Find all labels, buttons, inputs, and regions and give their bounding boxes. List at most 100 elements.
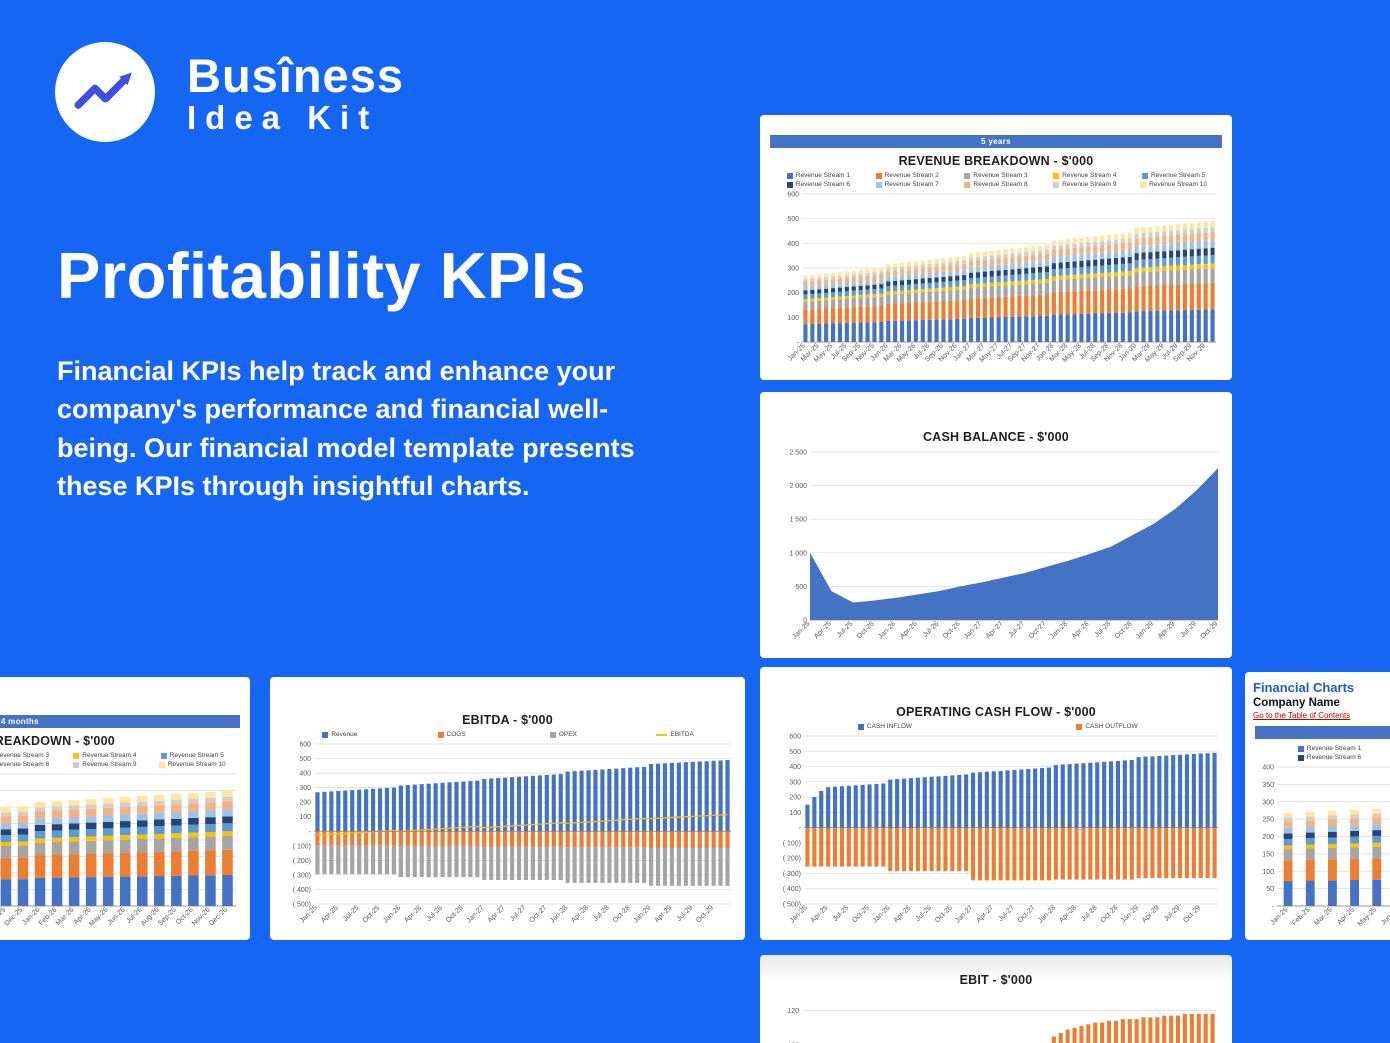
legend-square-marker [875,172,882,179]
legend-item: Revenue Stream 8 [952,180,1041,189]
svg-text:Apr-25: Apr-25 [810,904,830,924]
svg-text:400: 400 [789,764,801,771]
svg-text:Dec-25: Dec-25 [3,906,24,927]
legend-square-marker [1053,172,1060,179]
legend-item: EBITDA [619,730,731,739]
legend-item: Revenue Stream 3 [952,171,1041,180]
svg-text:Oct-29: Oct-29 [1200,620,1220,640]
svg-text:May-26: May-26 [88,906,110,928]
legend-square-marker [1140,181,1147,188]
legend-square-marker [786,181,793,188]
side-panel-revenue-chart: 400 350 300 250 200 150 100 50- Jan-25 Feb-25 Mar-… [1251,763,1390,936]
chart-legend: CASH INFLOW CASH OUTFLOW [774,722,1218,731]
svg-text:Oct-28: Oct-28 [1100,904,1120,924]
svg-text:Jan-29: Jan-29 [1135,620,1155,640]
svg-text:Apr-26: Apr-26 [893,904,913,924]
svg-text:Apr-28: Apr-28 [570,904,590,924]
svg-text:( 100): ( 100) [783,840,801,847]
svg-text:Jan-26: Jan-26 [872,904,892,924]
svg-text:Oct-28: Oct-28 [612,904,632,924]
legend-square-marker [322,731,329,738]
legend-item: CASH OUTFLOW [996,722,1218,731]
chart-title: EBIT - $'000 [959,973,1033,987]
svg-text:-: - [799,825,802,832]
svg-text:Mar-25: Mar-25 [1313,906,1334,927]
svg-text:Jan-27: Jan-27 [963,620,983,640]
svg-text:-: - [1272,904,1275,911]
svg-text:Jul-28: Jul-28 [1094,620,1113,639]
svg-text:Feb-25: Feb-25 [1291,906,1312,927]
svg-text:Oct-26: Oct-26 [934,904,954,924]
svg-text:Jul-29: Jul-29 [1163,904,1182,923]
svg-text:150: 150 [1262,851,1274,858]
legend-square-marker [1297,754,1304,761]
svg-text:-: - [797,340,800,347]
svg-text:Apr-27: Apr-27 [487,904,507,924]
cash-balance-chart: 2 500 2 000 1 500 1 000 500 0 Jan-25 Apr-25 Jul-… [766,446,1226,654]
svg-text:( 500): ( 500) [293,902,311,909]
svg-text:Apr-29: Apr-29 [654,904,674,924]
legend-item: Revenue Stream 1 [774,171,863,180]
table-of-contents-link[interactable]: Go to the Table of Contents [1253,711,1351,720]
svg-text:Apr-27: Apr-27 [985,620,1005,640]
legend-square-marker [875,181,882,188]
svg-text:Apr-28: Apr-28 [1058,904,1078,924]
svg-text:500: 500 [787,216,799,223]
svg-text:2 500: 2 500 [789,450,807,457]
svg-text:( 200): ( 200) [293,858,311,865]
brand-name: Busîness [187,49,404,102]
svg-text:Oct-25: Oct-25 [851,904,871,924]
svg-text:Oct-29: Oct-29 [1182,904,1202,924]
legend-square-marker [73,752,80,759]
operating-cash-flow-chart: 600 500 400 300 200 100 - ( 100) ( 200) ( 300) ( 4… [766,732,1226,936]
svg-text:2 000: 2 000 [789,483,807,490]
svg-text:Jul-27: Jul-27 [997,904,1016,923]
brand-logo [55,42,155,142]
legend-square-marker [964,181,971,188]
svg-text:Jan-26: Jan-26 [382,904,402,924]
svg-text:Jan-28: Jan-28 [1037,904,1057,924]
legend-square-marker [549,731,556,738]
svg-text:( 500): ( 500) [783,902,801,909]
chart-title: REVENUE BREAKDOWN - $'000 [0,734,115,748]
legend-item: Revenue Stream 1 [1259,744,1390,753]
revenue-breakdown-5y-chart: 600 500 400 300 200 100- Jan-25 Mar-25 May-25 Jul… [766,190,1226,376]
sheet-header-bar [1255,726,1390,739]
svg-text:Jul-29: Jul-29 [1180,620,1199,639]
svg-text:Jul-28: Jul-28 [1080,904,1099,923]
svg-text:600: 600 [787,192,799,199]
svg-text:Jan-29: Jan-29 [1120,904,1140,924]
svg-text:Oct-27: Oct-27 [528,904,548,924]
legend-item: Revenue Stream 4 [1040,171,1129,180]
svg-text:Jul-26: Jul-26 [915,904,934,923]
legend-square-marker [1053,181,1060,188]
brand-header: Busîness Idea Kit [55,42,404,142]
svg-text:100: 100 [299,814,311,821]
svg-text:-: - [309,829,312,836]
legend-item: Revenue Stream 5 [149,751,236,760]
svg-text:400: 400 [787,241,799,248]
legend-square-marker [437,731,444,738]
legend-item: Revenue Stream 8 [0,761,50,768]
svg-text:1 500: 1 500 [789,517,807,524]
svg-text:500: 500 [789,749,801,756]
svg-text:Jan-26: Jan-26 [877,620,897,640]
legend-square-marker [786,172,793,179]
svg-text:100: 100 [787,315,799,322]
svg-text:300: 300 [787,266,799,273]
svg-text:Oct-25: Oct-25 [856,620,876,640]
svg-text:500: 500 [299,756,311,763]
legend-square-marker [1076,723,1083,730]
svg-text:0: 0 [803,618,807,625]
svg-text:Jun-25: Jun-25 [1380,906,1390,926]
svg-text:Apr-29: Apr-29 [1141,904,1161,924]
chart-period-label: 5 years [770,135,1222,148]
chart-card-operating-cash-flow: OPERATING CASH FLOW - $'000 CASH INFLOW C… [760,667,1232,940]
svg-text:400: 400 [299,771,311,778]
legend-item: Revenue Stream 7 [863,180,952,189]
svg-text:Jul-25: Jul-25 [836,620,855,639]
svg-text:Oct-28: Oct-28 [1114,620,1134,640]
